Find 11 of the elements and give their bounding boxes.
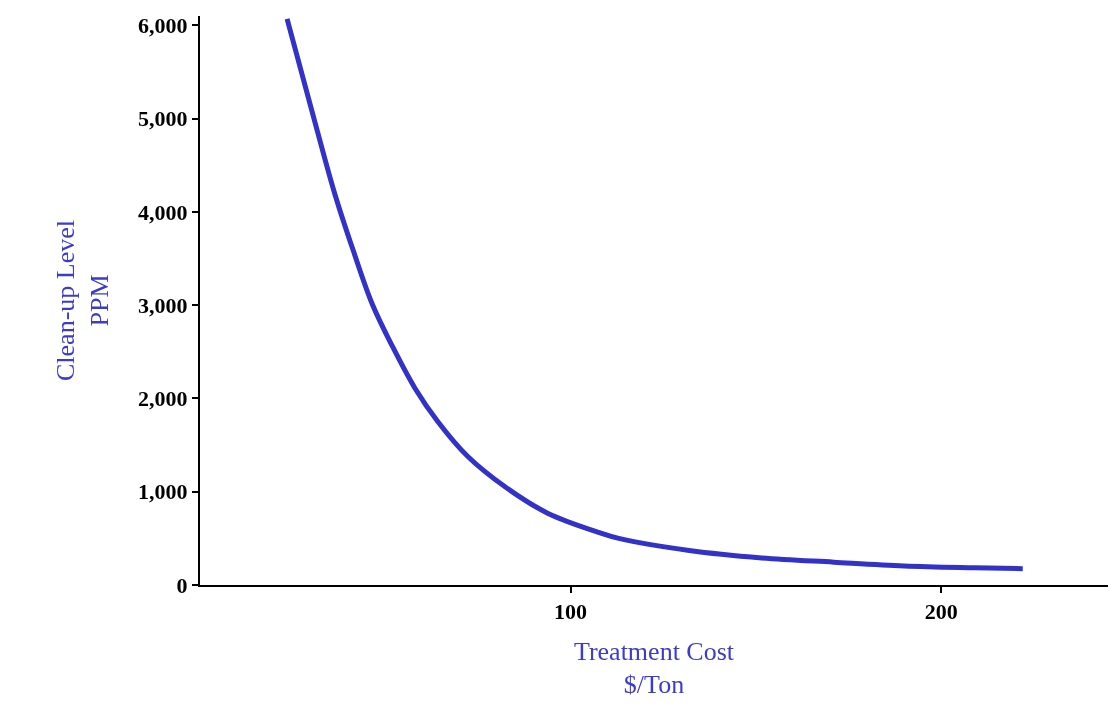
y-tick-label: 4,000 bbox=[138, 199, 188, 225]
y-axis-title: Clean-up Level PPM bbox=[51, 220, 114, 381]
y-tick-label: 3,000 bbox=[138, 292, 188, 318]
x-tick-label: 200 bbox=[924, 599, 958, 625]
y-tick-label: 5,000 bbox=[138, 106, 188, 132]
x-axis-title: Treatment Cost $/Ton bbox=[573, 636, 735, 700]
y-tick-label: 1,000 bbox=[138, 479, 188, 505]
y-tick-label: 0 bbox=[176, 572, 188, 598]
y-tick-label: 6,000 bbox=[138, 13, 188, 39]
x-tick-label: 100 bbox=[554, 599, 588, 625]
y-tick-label: 2,000 bbox=[138, 386, 188, 412]
